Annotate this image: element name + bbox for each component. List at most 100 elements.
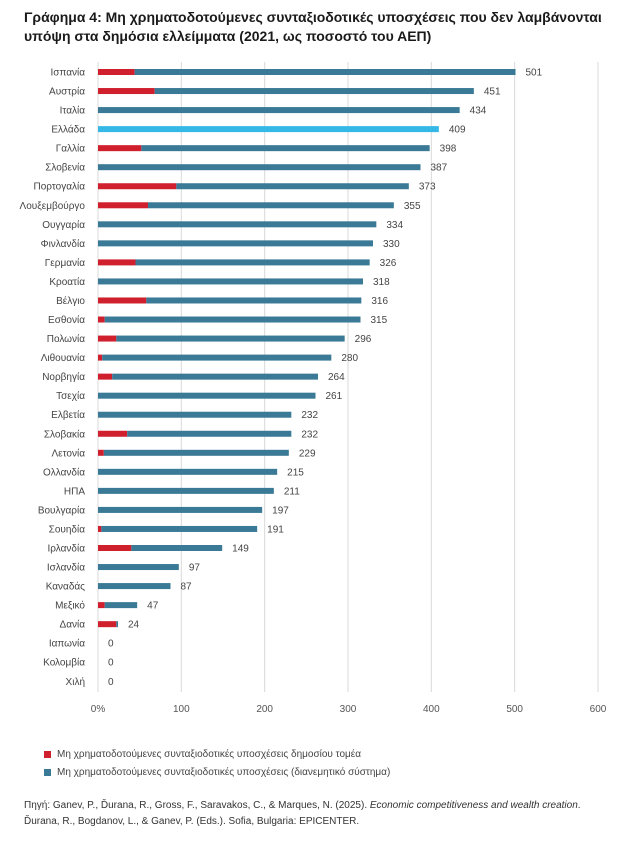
bar-distributive: [116, 335, 345, 342]
category-label: Γαλλία: [56, 143, 86, 155]
bar-distributive: [176, 183, 409, 190]
data-label: 330: [383, 239, 400, 250]
bar-distributive: [104, 602, 138, 609]
data-label: 409: [449, 125, 466, 136]
data-label: 232: [301, 429, 318, 440]
data-label: 149: [232, 544, 249, 555]
category-label: Λετονία: [51, 447, 85, 459]
data-label: 387: [431, 163, 448, 174]
bar-public: [98, 373, 113, 380]
data-label: 326: [380, 258, 397, 269]
bar-public: [98, 202, 148, 209]
category-label: Σλοβακία: [44, 428, 85, 440]
bar-distributive: [98, 487, 274, 494]
bar-distributive: [98, 107, 460, 114]
bar-distributive: [102, 354, 332, 361]
data-label: 280: [341, 353, 358, 364]
source-suffix: . Ďurana, R., Bogdanov, L., & Ganev, P. …: [24, 800, 581, 827]
bar-distributive: [98, 392, 316, 399]
data-label: 0: [108, 658, 114, 669]
source-prefix: Πηγή: Ganev, P., Ďurana, R., Gross, F., …: [24, 800, 370, 811]
source-title: Economic competitiveness and wealth crea…: [369, 800, 578, 811]
data-label: 501: [526, 68, 543, 79]
category-label: Εσθονία: [48, 314, 85, 326]
data-label: 398: [440, 144, 457, 155]
chart-title: Γράφημα 4: Μη χρηματοδοτούμενες συνταξιο…: [24, 8, 614, 46]
data-label: 355: [404, 201, 421, 212]
bar-public: [98, 297, 147, 304]
bar-distributive: [116, 621, 118, 628]
source-note: Πηγή: Ganev, P., Ďurana, R., Gross, F., …: [24, 798, 614, 830]
bar-public: [98, 430, 128, 437]
data-label: 316: [371, 296, 388, 307]
x-tick-label: 0%: [91, 704, 106, 715]
category-label: Ισλανδία: [47, 562, 85, 574]
category-label: Καναδάς: [46, 581, 85, 593]
category-label: Βουλγαρία: [38, 504, 85, 516]
category-label: Σλοβενία: [45, 162, 85, 174]
bar-public: [98, 69, 135, 75]
bar-public: [98, 145, 142, 152]
category-label: ΗΠΑ: [64, 486, 85, 497]
bar-distributive: [98, 583, 171, 590]
category-label: Φινλανδία: [41, 238, 86, 250]
category-label: Ιρλανδία: [48, 543, 86, 555]
data-label: 434: [470, 106, 487, 117]
bar-distributive: [141, 145, 430, 152]
x-tick-label: 600: [590, 704, 607, 715]
bar-distributive: [146, 297, 362, 304]
x-tick-label: 200: [256, 704, 273, 715]
x-tick-label: 100: [173, 704, 190, 715]
category-label: Λουξεμβούργο: [20, 200, 86, 212]
bar-public: [98, 183, 177, 190]
data-label: 0: [108, 639, 114, 650]
bar-distributive: [148, 202, 394, 209]
category-label: Αυστρία: [49, 86, 85, 98]
category-label: Ισπανία: [51, 67, 86, 79]
category-label: Κροατία: [49, 276, 85, 288]
category-label: Ιαπωνία: [49, 638, 85, 650]
bar-public: [98, 545, 132, 551]
data-label: 232: [301, 410, 318, 421]
category-label: Λιθουανία: [41, 352, 85, 364]
bar-public: [98, 602, 105, 609]
bar-distributive: [103, 449, 289, 456]
category-label: Δανία: [60, 619, 86, 631]
chart-title-line-2: υπόψη στα δημόσια ελλείμματα (2021, ως π…: [24, 28, 432, 44]
x-tick-label: 300: [340, 704, 357, 715]
bar-distributive: [98, 164, 421, 171]
bar-distributive: [127, 430, 292, 437]
data-label: 87: [181, 582, 193, 593]
data-label: 97: [189, 563, 201, 574]
bar-public: [98, 88, 155, 95]
data-label: 197: [272, 505, 289, 516]
category-label: Κολομβία: [43, 657, 85, 669]
bar-chart: 0% 100 200 300 400 500 600 Ισπανία 501 Αυστρία 451…: [20, 62, 607, 715]
category-label: Ελβετία: [51, 409, 85, 421]
data-label: 315: [371, 315, 388, 326]
chart-title-line-1: Γράφημα 4: Μη χρηματοδοτούμενες συνταξιο…: [24, 9, 602, 25]
category-label: Γερμανία: [45, 257, 85, 269]
legend-label-public: Μη χρηματοδοτούμενες συνταξιοδοτικές υπο…: [57, 748, 362, 760]
bar-public: [98, 621, 117, 628]
data-label: 24: [128, 620, 140, 631]
data-label: 451: [484, 87, 501, 98]
legend: Μη χρηματοδοτούμενες συνταξιοδοτικές υπο…: [44, 745, 390, 781]
data-label: 373: [419, 182, 436, 193]
category-label: Χιλή: [66, 676, 85, 688]
data-label: 191: [267, 524, 284, 535]
bar-distributive: [135, 259, 370, 266]
bar-public: [98, 259, 136, 266]
data-label: 296: [355, 334, 372, 345]
data-label: 47: [147, 601, 159, 612]
bar-distributive: [154, 88, 474, 95]
bar-distributive: [98, 468, 278, 475]
bar-distributive: [98, 411, 292, 418]
data-label: 334: [386, 220, 403, 231]
x-tick-label: 400: [423, 704, 440, 715]
bar-distributive: [104, 316, 361, 323]
bar-distributive: [98, 221, 377, 228]
data-label: 264: [328, 372, 345, 383]
legend-item-distributive: Μη χρηματοδοτούμενες συνταξιοδοτικές υπο…: [44, 763, 390, 781]
bar-distributive: [101, 525, 258, 532]
